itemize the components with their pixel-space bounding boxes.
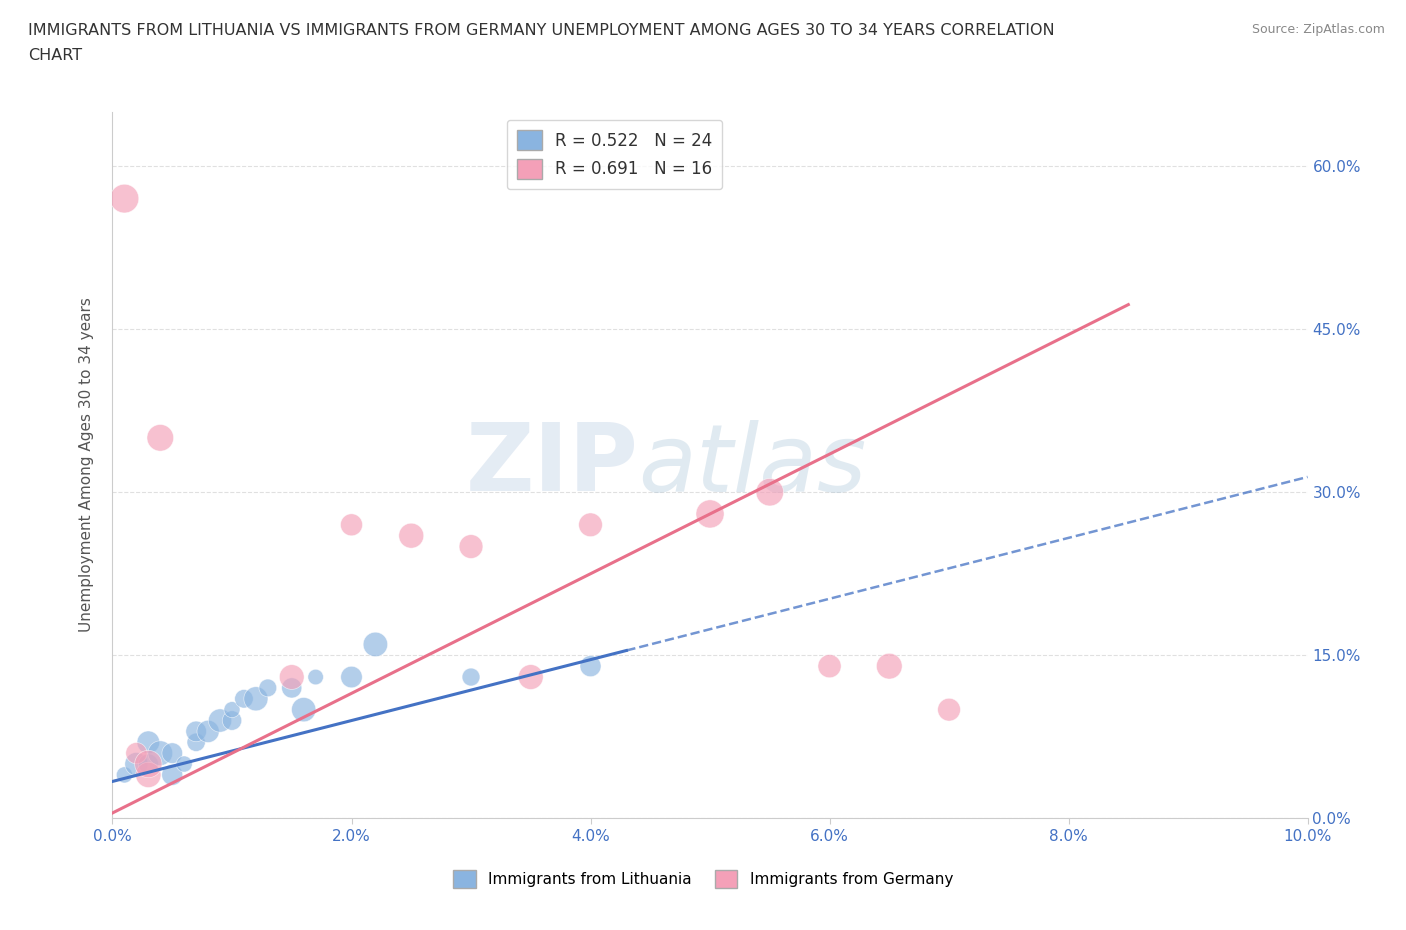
Point bbox=[579, 517, 602, 532]
Point bbox=[281, 681, 304, 696]
Point bbox=[162, 746, 183, 761]
Point bbox=[340, 670, 363, 684]
Legend: R = 0.522   N = 24, R = 0.691   N = 16: R = 0.522 N = 24, R = 0.691 N = 16 bbox=[506, 120, 723, 189]
Point bbox=[138, 757, 160, 772]
Point bbox=[138, 757, 160, 772]
Point bbox=[138, 767, 160, 782]
Point bbox=[186, 735, 208, 750]
Point bbox=[460, 670, 482, 684]
Point bbox=[305, 670, 328, 684]
Point bbox=[460, 539, 482, 554]
Point bbox=[818, 658, 841, 673]
Point bbox=[233, 691, 256, 706]
Point bbox=[149, 746, 172, 761]
Point bbox=[938, 702, 960, 717]
Point bbox=[364, 637, 387, 652]
Point bbox=[579, 658, 602, 673]
Point bbox=[879, 658, 901, 673]
Legend: Immigrants from Lithuania, Immigrants from Germany: Immigrants from Lithuania, Immigrants fr… bbox=[447, 864, 959, 895]
Point bbox=[138, 735, 160, 750]
Point bbox=[257, 681, 280, 696]
Y-axis label: Unemployment Among Ages 30 to 34 years: Unemployment Among Ages 30 to 34 years bbox=[79, 298, 94, 632]
Point bbox=[114, 192, 135, 206]
Point bbox=[125, 746, 148, 761]
Point bbox=[759, 485, 782, 499]
Point bbox=[197, 724, 219, 738]
Text: IMMIGRANTS FROM LITHUANIA VS IMMIGRANTS FROM GERMANY UNEMPLOYMENT AMONG AGES 30 : IMMIGRANTS FROM LITHUANIA VS IMMIGRANTS … bbox=[28, 23, 1054, 38]
Point bbox=[114, 767, 135, 782]
Point bbox=[340, 517, 363, 532]
Point bbox=[401, 528, 423, 543]
Point bbox=[245, 691, 267, 706]
Point bbox=[281, 670, 304, 684]
Text: CHART: CHART bbox=[28, 48, 82, 63]
Point bbox=[149, 431, 172, 445]
Point bbox=[209, 713, 232, 728]
Point bbox=[173, 757, 195, 772]
Point bbox=[221, 702, 243, 717]
Point bbox=[292, 702, 315, 717]
Text: atlas: atlas bbox=[638, 419, 866, 511]
Point bbox=[186, 724, 208, 738]
Point bbox=[221, 713, 243, 728]
Point bbox=[162, 767, 183, 782]
Text: Source: ZipAtlas.com: Source: ZipAtlas.com bbox=[1251, 23, 1385, 36]
Point bbox=[699, 507, 721, 522]
Point bbox=[520, 670, 543, 684]
Point bbox=[125, 757, 148, 772]
Text: ZIP: ZIP bbox=[465, 419, 638, 511]
